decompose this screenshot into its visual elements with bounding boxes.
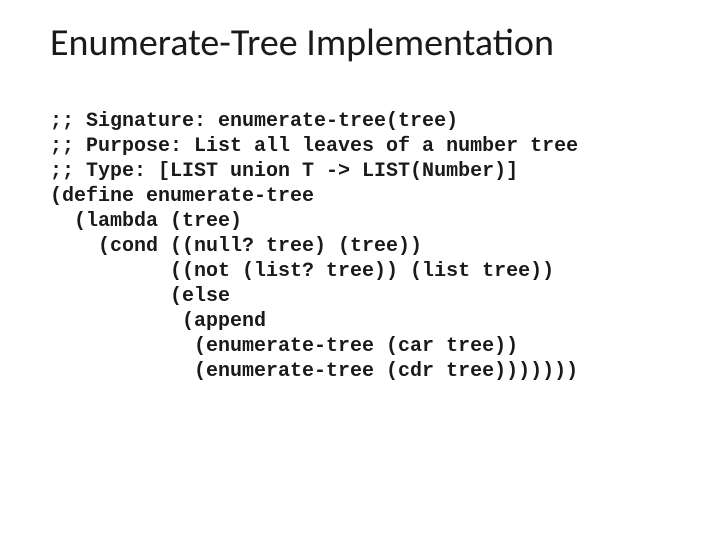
code-line: (cond ((null? tree) (tree)) bbox=[50, 235, 422, 258]
code-line: (enumerate-tree (cdr tree))))))) bbox=[50, 360, 578, 383]
code-line: (enumerate-tree (car tree)) bbox=[50, 335, 518, 358]
code-line: ;; Signature: enumerate-tree(tree) bbox=[50, 110, 458, 133]
code-line: (define enumerate-tree bbox=[50, 185, 314, 208]
code-line: (lambda (tree) bbox=[50, 210, 242, 233]
slide: Enumerate-Tree Implementation ;; Signatu… bbox=[0, 0, 720, 540]
code-block: ;; Signature: enumerate-tree(tree) ;; Pu… bbox=[50, 84, 680, 409]
code-line: ;; Type: [LIST union T -> LIST(Number)] bbox=[50, 160, 518, 183]
code-line: (append bbox=[50, 310, 266, 333]
slide-title: Enumerate-Tree Implementation bbox=[50, 20, 680, 66]
code-line: ;; Purpose: List all leaves of a number … bbox=[50, 135, 578, 158]
code-line: (else bbox=[50, 285, 230, 308]
code-line: ((not (list? tree)) (list tree)) bbox=[50, 260, 554, 283]
